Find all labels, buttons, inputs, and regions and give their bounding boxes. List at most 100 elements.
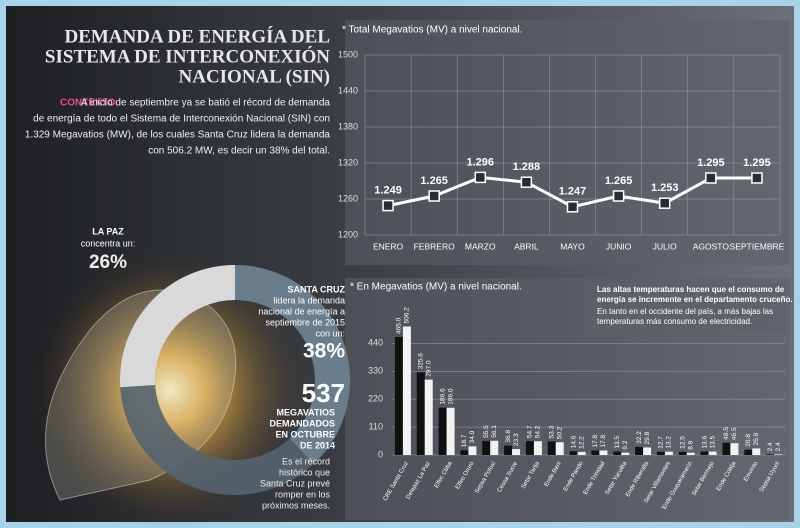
- value-label: 48.5: [723, 427, 730, 440]
- value-label: 54.7: [527, 425, 534, 438]
- bar: [664, 451, 673, 455]
- value-label: 55.5: [483, 425, 490, 438]
- bar: [482, 440, 491, 455]
- chart-title: * En Megavatios (MV) a nivel nacional.: [350, 282, 522, 293]
- value-label: 1.296: [467, 156, 495, 168]
- x-tick-label: FEBRERO: [414, 241, 455, 251]
- bar: [722, 442, 731, 455]
- value-label: 32.2: [636, 431, 643, 444]
- record-note: romper en los: [275, 489, 331, 499]
- title: NACIONAL (SIN): [179, 66, 331, 87]
- record-text: DE 2014: [300, 440, 335, 450]
- value-label: 2.4: [767, 442, 774, 451]
- bar: [533, 441, 542, 455]
- value-label: 29.8: [644, 431, 651, 444]
- bar: [591, 450, 600, 455]
- value-label: 12.2: [578, 436, 585, 449]
- point: [751, 172, 763, 184]
- value-label: 53.3: [548, 425, 555, 438]
- bar: [490, 440, 499, 455]
- bar: [635, 446, 644, 455]
- record-note: Santa Cruz prevé: [260, 478, 330, 488]
- bar: [394, 336, 403, 455]
- bar: [569, 451, 578, 455]
- value-label: 13.5: [709, 436, 716, 449]
- value-label: 1.247: [559, 186, 587, 198]
- bar: [752, 448, 761, 455]
- x-tick-label: JULIO: [653, 241, 677, 251]
- y-tick-label: 110: [369, 421, 383, 431]
- y-tick-label: 330: [368, 366, 383, 376]
- context-text: A inicio de septiembre ya se batió el ré…: [81, 98, 330, 109]
- x-tick-label: MARZO: [465, 241, 496, 251]
- bar: [512, 449, 521, 455]
- donut-segment: [235, 265, 350, 464]
- x-tick-label: ABRIL: [514, 241, 539, 251]
- value-label: 50.2: [556, 426, 563, 439]
- x-tick-label: SEPTIEMBRE: [730, 241, 785, 251]
- x-tick-label: JUNIO: [606, 241, 632, 251]
- value-label: 2.4: [775, 442, 782, 451]
- point: [474, 171, 487, 184]
- y-tick-label: 440: [368, 338, 383, 348]
- bar: [613, 451, 622, 455]
- value-label: 13.5: [614, 436, 621, 449]
- bar: [577, 451, 586, 455]
- category-label: LA PAZ: [92, 226, 124, 236]
- value-label: 465.0: [396, 317, 403, 334]
- value-label: 8.9: [687, 440, 694, 449]
- value-label: 20.8: [745, 434, 752, 447]
- record-note: próximos meses.: [262, 500, 330, 510]
- value-label: 1.249: [374, 185, 402, 197]
- category-note: nacional de energía a: [258, 306, 345, 316]
- point: [612, 190, 625, 202]
- category-note: con un:: [315, 328, 345, 338]
- bar: [446, 407, 455, 455]
- point: [520, 176, 533, 188]
- line-panel: [345, 20, 790, 265]
- value-label: 1.295: [743, 157, 771, 169]
- note: En tanto en el occidente del país, a más…: [597, 307, 773, 316]
- point: [658, 197, 671, 209]
- bar: [643, 447, 652, 455]
- bar: [686, 452, 695, 455]
- point: [382, 199, 394, 212]
- y-tick-label: 1380: [338, 121, 358, 131]
- value-label: 1.295: [697, 157, 725, 169]
- value-label: 34.0: [469, 430, 476, 443]
- bar: [424, 379, 433, 455]
- title: SISTEMA DE INTERCONEXIÓN: [45, 45, 330, 67]
- bar: [700, 451, 709, 455]
- bar: [525, 441, 534, 455]
- x-tick-label: MAYO: [560, 241, 585, 251]
- note: temperaturas más consumo de electricidad…: [597, 317, 752, 326]
- title: DEMANDA DE ENERGÍA DEL: [64, 25, 330, 47]
- value-label: 38%: [303, 340, 345, 363]
- bar: [416, 372, 425, 455]
- context-text: con 506.2 MW, es decir un 38% del total.: [148, 146, 330, 157]
- value-label: 17.8: [592, 434, 599, 447]
- bar: [774, 454, 783, 455]
- value-label: 13.6: [701, 436, 708, 449]
- bar: [547, 441, 556, 455]
- value-label: 1.253: [651, 182, 679, 194]
- bar: [599, 450, 608, 455]
- chart-title: * Total Megavatios (MV) a nivel nacional…: [342, 25, 522, 36]
- value-label: 1.288: [513, 161, 541, 173]
- value-label: 186.0: [447, 388, 454, 405]
- value-label: 18.7: [461, 434, 468, 447]
- value-label: 36.8: [505, 430, 512, 443]
- bar: [766, 454, 775, 455]
- y-tick-label: 1500: [338, 49, 358, 59]
- value-label: 17.8: [600, 434, 607, 447]
- context-label: CONTEXTO: [60, 98, 116, 109]
- x-tick-label: AGOSTO: [693, 241, 730, 251]
- value-label: 46.5: [731, 427, 738, 440]
- bar: [438, 407, 447, 455]
- value-label: 54.2: [535, 425, 542, 438]
- bar: [656, 451, 665, 455]
- value-label: 1.265: [420, 175, 448, 187]
- x-tick-label: ENERO: [373, 241, 404, 251]
